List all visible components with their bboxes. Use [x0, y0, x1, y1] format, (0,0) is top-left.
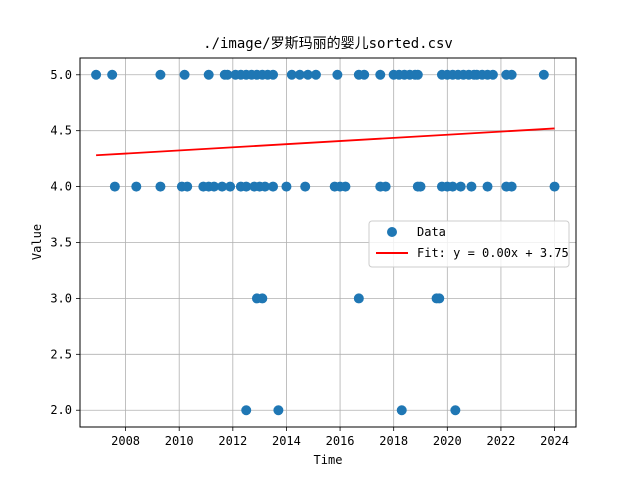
data-point — [353, 293, 364, 304]
data-point — [300, 181, 311, 192]
grid-lines — [80, 58, 576, 427]
y-tick-label: 5.0 — [50, 68, 72, 82]
fit-line — [96, 127, 555, 157]
legend-label-fit: Fit: y = 0.00x + 3.75 — [417, 246, 569, 260]
x-tick-label: 2014 — [272, 434, 301, 448]
data-point — [281, 181, 292, 192]
data-point — [415, 181, 426, 192]
data-point — [466, 181, 477, 192]
legend-box — [368, 220, 570, 268]
data-point — [506, 69, 517, 80]
legend-label-data: Data — [417, 225, 446, 239]
data-point — [450, 405, 461, 416]
scatter-points — [91, 69, 560, 416]
x-axis-ticks: 2008 2010 2012 2014 2016 2018 2020 2022 2024 — [111, 427, 569, 448]
x-tick-label: 2020 — [433, 434, 462, 448]
data-point — [273, 405, 284, 416]
data-point — [447, 181, 458, 192]
data-point — [217, 181, 228, 192]
data-point — [222, 69, 233, 80]
y-axis-ticks: 2.0 2.5 3.0 3.5 4.0 4.5 5.0 — [50, 68, 80, 417]
data-point — [268, 181, 279, 192]
data-point — [155, 181, 166, 192]
y-tick-label: 4.0 — [50, 180, 72, 194]
data-point — [434, 293, 445, 304]
data-point — [179, 69, 190, 80]
data-point — [203, 69, 214, 80]
x-tick-label: 2016 — [326, 434, 355, 448]
data-point — [107, 69, 118, 80]
data-point — [268, 69, 279, 80]
data-point — [380, 181, 391, 192]
data-point — [131, 181, 142, 192]
x-tick-label: 2008 — [111, 434, 140, 448]
data-point — [109, 181, 120, 192]
chart-title: ./image/罗斯玛丽的婴儿sorted.csv — [203, 36, 453, 52]
fit-line-group — [96, 127, 555, 157]
legend-marker-data — [387, 227, 397, 237]
data-point — [302, 69, 313, 80]
x-axis-label: Time — [314, 453, 343, 467]
y-tick-label: 2.5 — [50, 347, 72, 361]
y-tick-label: 3.0 — [50, 291, 72, 305]
data-point — [538, 69, 549, 80]
data-point — [455, 181, 466, 192]
data-point — [241, 405, 252, 416]
data-point — [91, 69, 102, 80]
data-point — [506, 181, 517, 192]
data-point — [396, 405, 407, 416]
data-point — [332, 69, 343, 80]
data-point — [549, 181, 560, 192]
data-point — [482, 181, 493, 192]
y-axis-label: Value — [30, 224, 44, 260]
x-tick-label: 2018 — [379, 434, 408, 448]
data-point — [259, 181, 270, 192]
x-tick-label: 2010 — [165, 434, 194, 448]
data-point — [359, 69, 370, 80]
x-tick-label: 2012 — [218, 434, 247, 448]
data-point — [294, 69, 305, 80]
data-point — [375, 69, 386, 80]
y-tick-label: 4.5 — [50, 124, 72, 138]
data-point — [225, 181, 236, 192]
y-tick-label: 3.5 — [50, 236, 72, 250]
data-point — [412, 69, 423, 80]
data-point — [487, 69, 498, 80]
x-tick-label: 2022 — [486, 434, 515, 448]
data-point — [257, 293, 268, 304]
data-point — [182, 181, 193, 192]
x-tick-label: 2024 — [540, 434, 569, 448]
data-point — [155, 69, 166, 80]
data-point — [310, 69, 321, 80]
data-point — [241, 181, 252, 192]
data-point — [340, 181, 351, 192]
data-point — [286, 69, 297, 80]
legend: Data Fit: y = 0.00x + 3.75 — [368, 220, 570, 268]
y-tick-label: 2.0 — [50, 403, 72, 417]
data-point — [209, 181, 220, 192]
